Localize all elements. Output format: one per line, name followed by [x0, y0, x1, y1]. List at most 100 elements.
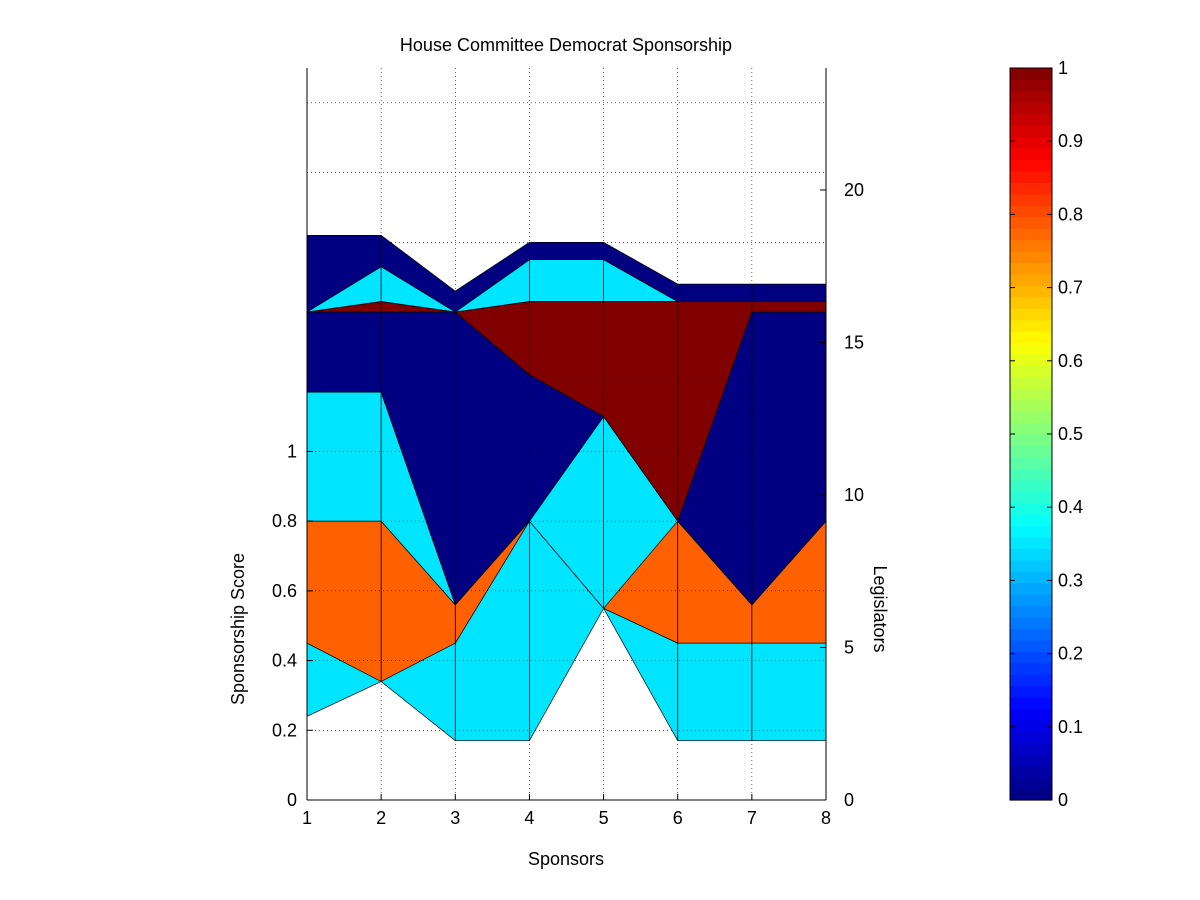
colorbar-swatch-35 — [1010, 399, 1052, 412]
colorbar-swatch-6 — [1010, 731, 1052, 744]
x-tick-label-3: 3 — [450, 808, 460, 828]
colorbar-swatch-34 — [1010, 411, 1052, 424]
y-tick-label-6: 1 — [287, 441, 297, 461]
colorbar-swatch-37 — [1010, 376, 1052, 389]
plot-area — [306, 234, 827, 742]
x-tick-label-7: 7 — [747, 808, 757, 828]
colorbar-swatch-55 — [1010, 170, 1052, 183]
colorbar-tick-label-7: 0.6 — [1058, 351, 1083, 371]
colorbar-tick-label-10: 0.9 — [1058, 131, 1083, 151]
colorbar-tick-label-1: 0 — [1058, 790, 1068, 810]
colorbar-swatch-3 — [1010, 765, 1052, 778]
colorbar-swatch-28 — [1010, 479, 1052, 492]
chart-title: House Committee Democrat Sponsorship — [400, 35, 732, 55]
colorbar-swatch-50 — [1010, 228, 1052, 241]
colorbar-swatch-63 — [1010, 79, 1052, 92]
colorbar-swatch-64 — [1010, 68, 1052, 81]
colorbar-swatch-44 — [1010, 296, 1052, 309]
colorbar-swatch-1 — [1010, 788, 1052, 801]
colorbar-swatch-48 — [1010, 251, 1052, 264]
y2-tick-label-4: 15 — [844, 333, 864, 353]
x-tick-label-2: 2 — [376, 808, 386, 828]
colorbar-swatch-10 — [1010, 685, 1052, 698]
colorbar-tick-label-6: 0.5 — [1058, 424, 1083, 444]
colorbar-tick-label-8: 0.7 — [1058, 278, 1083, 298]
colorbar-swatch-59 — [1010, 125, 1052, 138]
colorbar-swatch-31 — [1010, 445, 1052, 458]
y-tick-label-3: 0.4 — [272, 651, 297, 671]
colorbar-swatch-60 — [1010, 113, 1052, 126]
colorbar-swatch-8 — [1010, 708, 1052, 721]
colorbar-swatch-18 — [1010, 594, 1052, 607]
colorbar-swatch-21 — [1010, 559, 1052, 572]
colorbar-swatch-30 — [1010, 456, 1052, 469]
colorbar-swatch-4 — [1010, 754, 1052, 767]
grid — [306, 68, 827, 800]
y2-tick-label-3: 10 — [844, 485, 864, 505]
colorbar-swatch-23 — [1010, 536, 1052, 549]
colorbar-swatch-38 — [1010, 365, 1052, 378]
colorbar-tick-label-9: 0.8 — [1058, 204, 1083, 224]
colorbar-swatch-9 — [1010, 697, 1052, 710]
y2-tick-label-2: 5 — [844, 638, 854, 658]
y2-axis-title: Legislators — [870, 565, 890, 652]
colorbar-swatch-52 — [1010, 205, 1052, 218]
colorbar-swatch-2 — [1010, 777, 1052, 790]
colorbar-swatch-40 — [1010, 342, 1052, 355]
y2-tick-label-1: 0 — [844, 790, 854, 810]
x-tick-label-4: 4 — [524, 808, 534, 828]
colorbar-swatch-33 — [1010, 422, 1052, 435]
y-axis: 0 0.2 0.4 0.6 0.8 1 — [272, 441, 313, 810]
colorbar-swatch-12 — [1010, 662, 1052, 675]
colorbar-swatch-19 — [1010, 582, 1052, 595]
colorbar-swatch-49 — [1010, 239, 1052, 252]
colorbar-swatch-56 — [1010, 159, 1052, 172]
colorbar-tick-label-2: 0.1 — [1058, 717, 1083, 737]
colorbar-swatch-43 — [1010, 308, 1052, 321]
colorbar-swatch-27 — [1010, 491, 1052, 504]
colorbar-swatch-22 — [1010, 548, 1052, 561]
colorbar-swatch-36 — [1010, 388, 1052, 401]
colorbar-swatch-13 — [1010, 651, 1052, 664]
y-tick-label-5: 0.8 — [272, 511, 297, 531]
colorbar-swatch-14 — [1010, 639, 1052, 652]
x-axis: 1 2 3 4 5 6 7 8 — [302, 794, 831, 828]
colorbar: 0 0.1 0.2 0.3 0.4 0.5 0.6 0.7 0.8 0.9 1 — [1009, 58, 1083, 810]
colorbar-swatch-61 — [1010, 102, 1052, 115]
colorbar-swatch-39 — [1010, 353, 1052, 366]
colorbar-swatch-46 — [1010, 273, 1052, 286]
colorbar-swatch-41 — [1010, 331, 1052, 344]
colorbar-swatch-26 — [1010, 502, 1052, 515]
colorbar-swatch-24 — [1010, 525, 1052, 538]
colorbar-swatch-5 — [1010, 742, 1052, 755]
colorbar-swatch-45 — [1010, 285, 1052, 298]
x-tick-label-5: 5 — [599, 808, 609, 828]
colorbar-swatch-32 — [1010, 434, 1052, 447]
colorbar-swatch-29 — [1010, 468, 1052, 481]
colorbar-swatch-58 — [1010, 136, 1052, 149]
colorbar-swatch-25 — [1010, 514, 1052, 527]
colorbar-swatch-15 — [1010, 628, 1052, 641]
x-axis-title: Sponsors — [528, 849, 604, 869]
colorbar-tick-label-5: 0.4 — [1058, 497, 1083, 517]
colorbar-swatch-7 — [1010, 719, 1052, 732]
y-tick-label-1: 0 — [287, 790, 297, 810]
colorbar-swatch-53 — [1010, 193, 1052, 206]
y-tick-label-4: 0.6 — [272, 581, 297, 601]
x-tick-label-6: 6 — [673, 808, 683, 828]
y-tick-label-2: 0.2 — [272, 720, 297, 740]
colorbar-tick-label-11: 1 — [1058, 58, 1068, 78]
y2-axis: 0 5 10 15 20 — [820, 180, 864, 810]
colorbar-swatch-42 — [1010, 319, 1052, 332]
colorbar-swatch-57 — [1010, 148, 1052, 161]
colorbar-swatch-51 — [1010, 216, 1052, 229]
colorbar-swatch-20 — [1010, 571, 1052, 584]
colorbar-swatch-47 — [1010, 262, 1052, 275]
colorbar-swatch-16 — [1010, 617, 1052, 630]
colorbar-swatch-17 — [1010, 605, 1052, 618]
y2-tick-label-5: 20 — [844, 180, 864, 200]
colorbar-tick-label-4: 0.3 — [1058, 570, 1083, 590]
colorbar-swatch-62 — [1010, 90, 1052, 103]
x-tick-label-1: 1 — [302, 808, 312, 828]
